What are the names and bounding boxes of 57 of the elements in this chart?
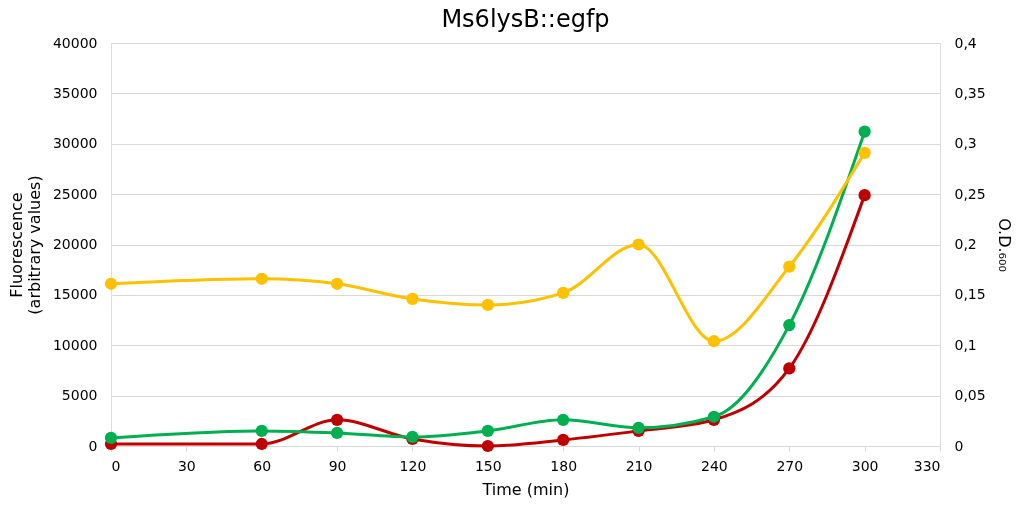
chart-title: Ms6lysB::egfp [441, 5, 610, 33]
x-tick-label: 90 [328, 457, 347, 474]
x-tick-label: 150 [474, 457, 502, 474]
x-tick-label: 180 [550, 457, 578, 474]
point [481, 439, 494, 453]
point [104, 277, 118, 290]
point [632, 238, 645, 251]
point [255, 424, 268, 437]
y2-axis-title: O.D.₆₀₀ [994, 218, 1014, 272]
point [330, 426, 344, 440]
x-tick-label: 300 [851, 457, 879, 474]
x-tick-label: 0 [111, 457, 121, 474]
y-tick-label: 10000 [52, 336, 98, 353]
y-tick-label: 30000 [52, 135, 98, 152]
y-tick-label: 25000 [52, 185, 98, 202]
point [255, 272, 268, 285]
y2-tick-label: 0,2 [954, 236, 977, 252]
point [104, 431, 118, 445]
y-tick-label: 0 [88, 437, 98, 454]
x-tick-label: 240 [701, 457, 728, 474]
point [557, 433, 570, 447]
point [255, 437, 268, 451]
y2-tick-label: 0,4 [954, 34, 977, 51]
point [858, 146, 871, 159]
point [783, 260, 796, 273]
y2-tick-label: 0,1 [954, 336, 977, 353]
point [707, 335, 721, 348]
y2-tick-label: 0,05 [954, 387, 986, 404]
point [481, 298, 494, 312]
y-tick-label: 35000 [52, 84, 98, 101]
y-tick-label: 20000 [52, 236, 98, 252]
y2-tick-label: 0,3 [954, 135, 977, 152]
point [330, 277, 344, 290]
x-tick-label: 30 [177, 457, 196, 474]
point [557, 286, 570, 299]
x-tick-label: 120 [399, 457, 427, 474]
x-tick-label: 210 [625, 457, 653, 474]
y-tick-label: 40000 [52, 34, 98, 51]
point [783, 362, 796, 375]
point [330, 413, 344, 426]
y-tick-label: 5000 [61, 387, 98, 404]
x-tick-label: 330 [913, 457, 941, 474]
y2-tick-label: 0,15 [954, 286, 986, 303]
y2-tick-label: 0,35 [954, 84, 986, 101]
point [406, 292, 419, 306]
y-tick-label: 15000 [52, 286, 98, 303]
point [557, 413, 570, 426]
x-axis-title: Time (min) [481, 479, 570, 499]
point [858, 125, 871, 138]
point [858, 189, 871, 202]
x-tick-label: 60 [253, 457, 272, 474]
x-tick-label: 270 [776, 457, 804, 474]
y2-tick-label: 0 [954, 437, 964, 454]
point [481, 424, 494, 437]
point [783, 318, 796, 332]
y-axis-title: Fluorescence (arbitrary values) [6, 175, 44, 315]
y2-tick-label: 0,25 [954, 185, 986, 202]
